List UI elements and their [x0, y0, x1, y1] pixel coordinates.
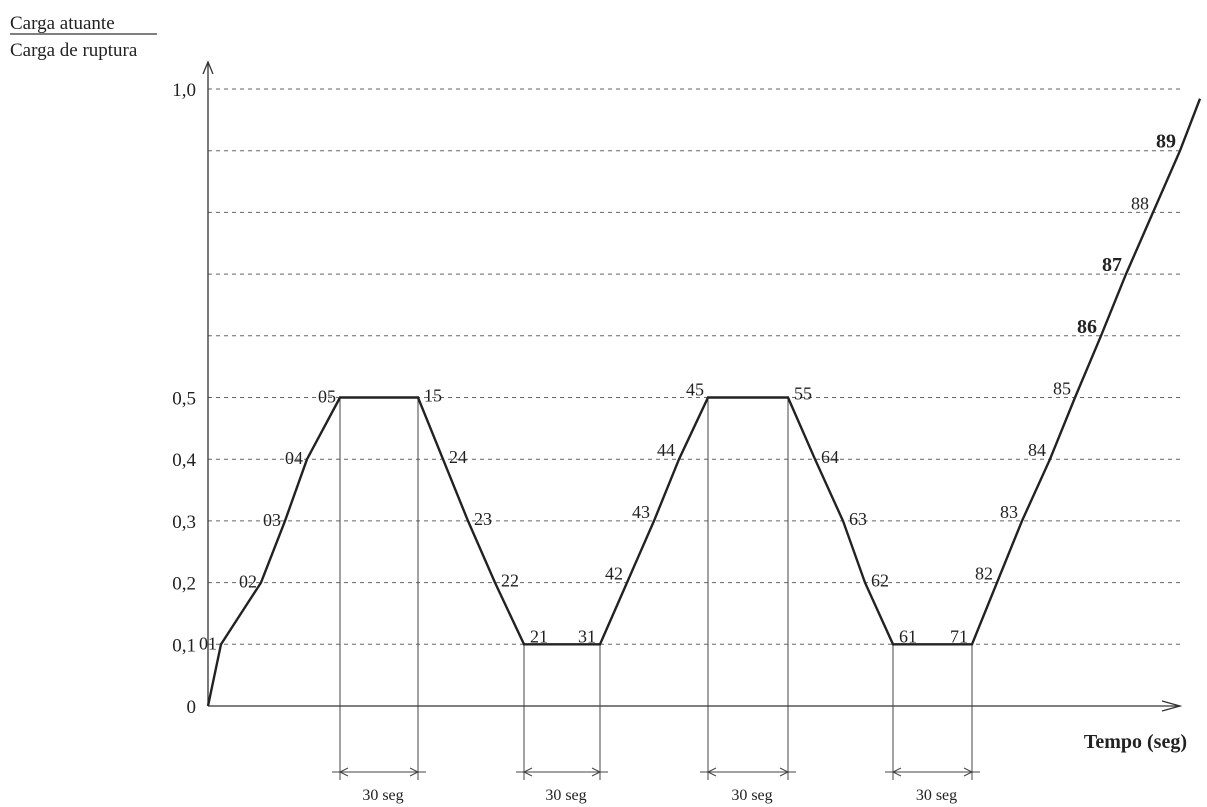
grid-lines: [208, 88, 1180, 645]
x-axis-arrow: [1161, 700, 1183, 712]
point-label: 61: [899, 626, 917, 646]
dimension-arrow-left: [891, 767, 902, 777]
point-labels: 01 02 03 04 05 15 24 23 22 21 31 42 43 44 45 55 64 63 62 61…: [199, 131, 1176, 654]
point-label: 71: [950, 626, 968, 646]
dimension-arrow-left: [706, 767, 717, 777]
hold-duration-label: 30 seg: [545, 787, 586, 804]
point-label: 05: [318, 387, 336, 407]
load-series-line: [206, 98, 1202, 707]
point-label: 24: [449, 447, 467, 467]
y-tick-label: 0,2: [172, 574, 196, 595]
point-label: 89: [1156, 131, 1176, 153]
hold-duration-label: 30 seg: [362, 787, 403, 804]
y-tick-label: 0,3: [172, 512, 196, 533]
ylabel-denominator: Carga de ruptura: [10, 40, 138, 61]
point-label: 62: [871, 571, 889, 591]
dimension-arrow-right: [591, 767, 602, 777]
point-label: 04: [285, 448, 303, 468]
hold-vertical-lines: [339, 397, 973, 780]
point-label: 44: [657, 440, 675, 460]
axes: [202, 60, 1183, 712]
point-label: 87: [1102, 254, 1122, 276]
point-label: 02: [239, 572, 257, 592]
hold-duration-label: 30 seg: [916, 787, 957, 804]
point-label: 55: [794, 384, 812, 404]
y-tick-label: 0,5: [172, 389, 196, 410]
point-label: 15: [424, 386, 442, 406]
dimension-arrow-left: [522, 767, 533, 777]
point-label: 64: [821, 447, 839, 467]
point-label: 82: [975, 564, 993, 584]
hold-duration-label: 30 seg: [731, 787, 772, 804]
point-label: 83: [1000, 502, 1018, 522]
dimension-arrow-right: [779, 767, 790, 777]
point-label: 23: [474, 509, 492, 529]
y-tick-label: 0: [187, 697, 197, 718]
y-tick-label: 1,0: [172, 80, 196, 101]
dimension-arrow-right: [963, 767, 974, 777]
point-label: 03: [263, 510, 281, 530]
point-label: 01: [199, 633, 217, 653]
y-axis-arrow: [202, 60, 214, 75]
y-tick-label: 0,4: [172, 450, 196, 471]
point-label: 43: [632, 502, 650, 522]
ylabel-numerator: Carga atuante: [10, 13, 115, 34]
point-label: 45: [686, 380, 704, 400]
point-label: 22: [501, 571, 519, 591]
point-label: 86: [1077, 316, 1097, 338]
dimension-arrow-right: [409, 767, 420, 777]
point-label: 84: [1028, 440, 1046, 460]
y-tick-label: 0,1: [172, 635, 196, 656]
point-label: 21: [530, 626, 548, 646]
point-label: 88: [1131, 193, 1149, 213]
point-label: 85: [1053, 379, 1071, 399]
point-label: 31: [578, 626, 596, 646]
xlabel: Tempo (seg): [1084, 731, 1187, 753]
hold-dimensions: 30 seg 30 seg 30 seg 30 seg: [332, 767, 980, 804]
y-tick-labels: 0 0,1 0,2 0,3 0,4 0,5 1,0: [172, 80, 196, 718]
dimension-arrow-left: [338, 767, 349, 777]
point-label: 63: [849, 509, 867, 529]
point-label: 42: [605, 564, 623, 584]
